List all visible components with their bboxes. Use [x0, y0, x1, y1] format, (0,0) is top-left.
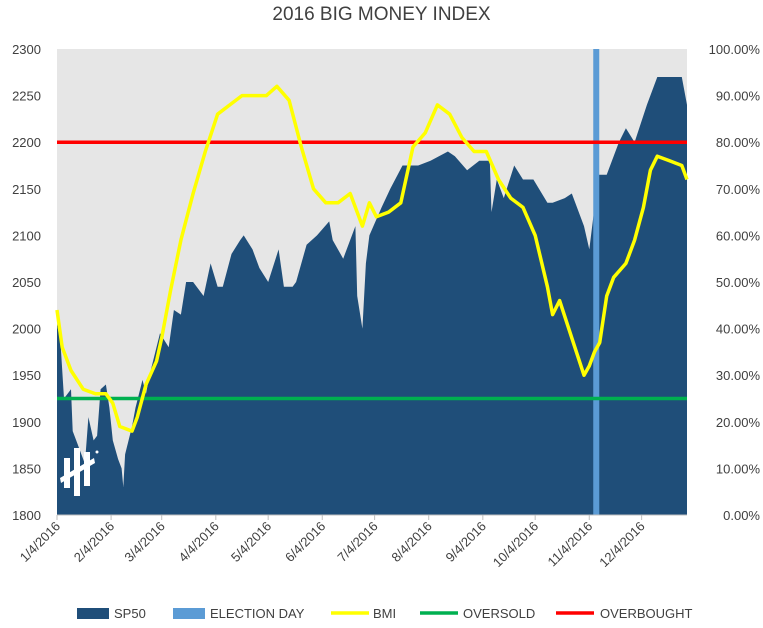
x-tick-label: 8/4/2016	[388, 519, 434, 565]
y-right-tick-label: 40.00%	[716, 322, 761, 337]
logo-bar-right	[84, 452, 90, 486]
y-left-tick-label: 1800	[12, 508, 41, 523]
y-left-tick-label: 2000	[12, 322, 41, 337]
x-tick-label: 4/4/2016	[176, 519, 222, 565]
y-left-tick-label: 1900	[12, 415, 41, 430]
logo-dot	[95, 450, 99, 454]
x-tick-label: 7/4/2016	[334, 519, 380, 565]
bmi-line	[55, 84, 689, 433]
legend-label-election-day: ELECTION DAY	[210, 606, 305, 621]
bmi-series	[55, 84, 689, 433]
legend-swatch-sp50	[77, 608, 109, 619]
sp50-series	[57, 77, 687, 515]
y-right-tick-label: 60.00%	[716, 228, 761, 243]
legend-label-overbought: OVERBOUGHT	[600, 606, 693, 621]
y-right-tick-label: 90.00%	[716, 89, 761, 104]
legend-label-bmi: BMI	[373, 606, 396, 621]
y-left-tick-label: 2300	[12, 42, 41, 57]
legend-label-oversold: OVERSOLD	[463, 606, 535, 621]
y-right-tick-label: 20.00%	[716, 415, 761, 430]
y-left-tick-label: 2050	[12, 275, 41, 290]
y-left-tick-label: 2250	[12, 89, 41, 104]
y-right-tick-label: 0.00%	[723, 508, 760, 523]
y-left-tick-label: 2100	[12, 228, 41, 243]
y-right-tick-label: 70.00%	[716, 182, 761, 197]
logo-slash	[60, 458, 95, 483]
x-tick-label: 10/4/2016	[490, 519, 542, 571]
logo-bar-left	[64, 458, 70, 488]
y-right-tick-label: 30.00%	[716, 368, 761, 383]
y-right-tick-label: 100.00%	[709, 42, 761, 57]
x-tick-label: 12/4/2016	[596, 519, 648, 571]
sp50-area	[57, 77, 687, 515]
y-left-tick-label: 1950	[12, 368, 41, 383]
y-left-tick-label: 1850	[12, 461, 41, 476]
legend-swatch-election-day	[173, 608, 205, 619]
x-tick-label: 6/4/2016	[282, 519, 328, 565]
chart-title: 2016 BIG MONEY INDEX	[272, 4, 491, 25]
x-axis: 1/4/2016 2/4/2016 3/4/2016 4/4/2016 5/4/2016…	[17, 515, 648, 570]
x-tick-label: 9/4/2016	[443, 519, 489, 565]
legend-label-sp50: SP50	[114, 606, 146, 621]
x-tick-label: 2/4/2016	[71, 519, 117, 565]
y-left-tick-label: 2150	[12, 182, 41, 197]
legend: SP50 ELECTION DAY BMI OVERSOLD OVERBOUGHT	[77, 606, 693, 621]
y-axis-right: 0.00% 10.00% 20.00% 30.00% 40.00% 50.00% 60.00…	[709, 42, 761, 523]
y-right-tick-label: 80.00%	[716, 135, 761, 150]
y-axis-left: 1800 1850 1900 1950 2000 2050 2100 2150 2200 2250…	[12, 42, 41, 523]
y-left-tick-label: 2200	[12, 135, 41, 150]
threshold-lines	[57, 140, 687, 401]
x-tick-label: 3/4/2016	[121, 519, 167, 565]
y-right-tick-label: 50.00%	[716, 275, 761, 290]
x-tick-label: 11/4/2016	[545, 519, 596, 570]
brand-logo	[60, 448, 99, 496]
x-tick-label: 1/4/2016	[17, 519, 63, 565]
y-right-tick-label: 10.00%	[716, 461, 761, 476]
x-tick-label: 5/4/2016	[228, 519, 274, 565]
